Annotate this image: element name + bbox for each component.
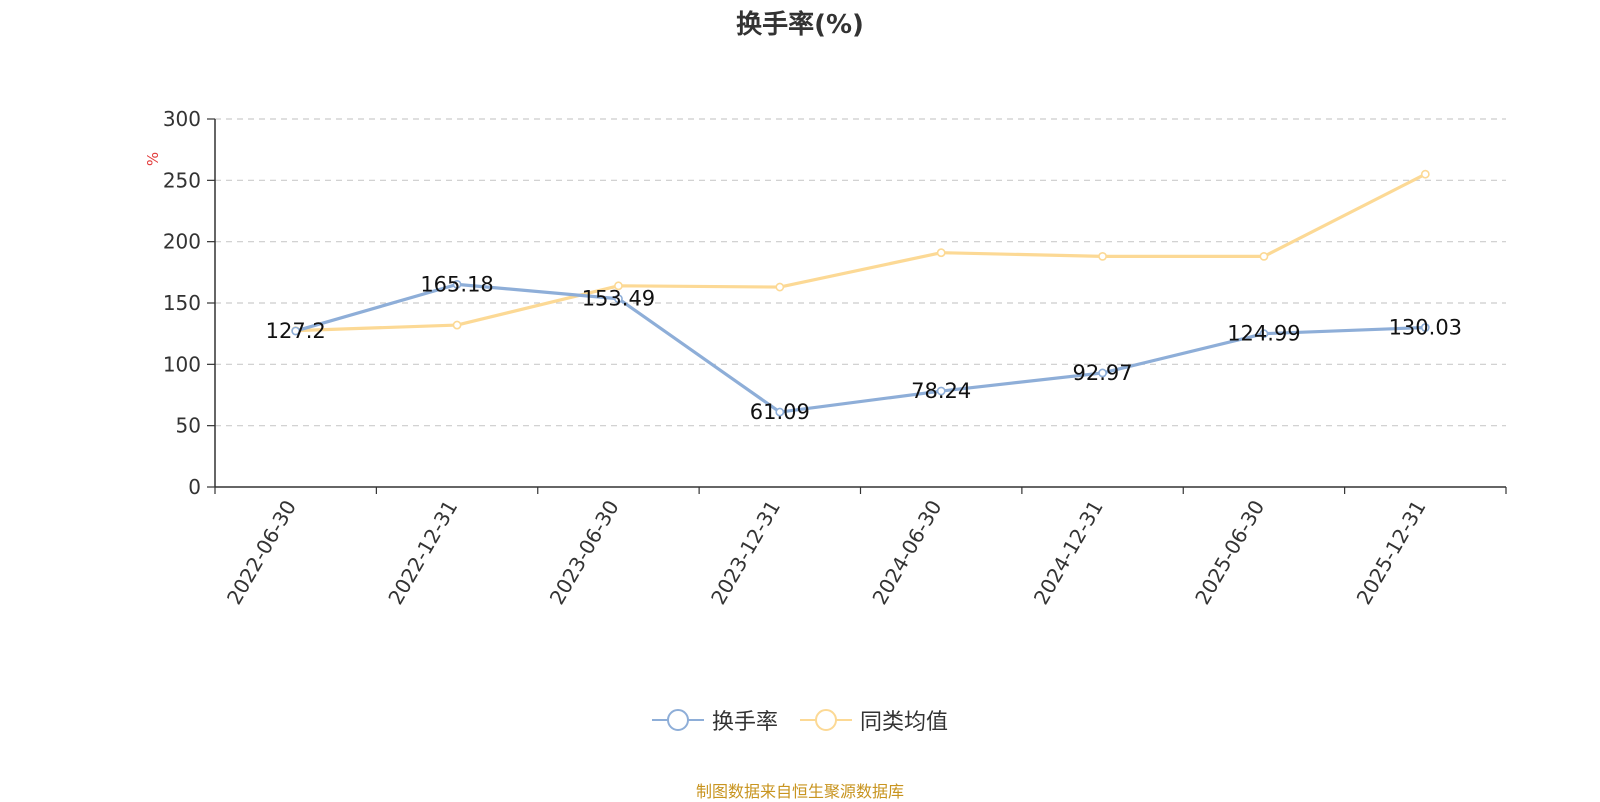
legend-label-peer-average: 同类均值 bbox=[860, 710, 949, 735]
data-point-turnover[interactable] bbox=[452, 279, 462, 289]
y-axis-label: % bbox=[144, 152, 162, 166]
data-point-turnover[interactable] bbox=[1098, 368, 1107, 378]
chart-title: 换手率(%) bbox=[736, 10, 864, 40]
y-tick-label: 300 bbox=[163, 107, 201, 131]
series-line-peer-average bbox=[295, 172, 1427, 333]
data-label-turnover: 153.49 bbox=[582, 287, 655, 311]
data-point-peer-average[interactable] bbox=[1259, 251, 1269, 261]
x-tick-label: 2025-12-31 bbox=[1352, 496, 1431, 609]
legend-swatch-peer-average-icon bbox=[800, 709, 852, 731]
x-tick-label: 2024-12-31 bbox=[1029, 496, 1108, 609]
data-label-turnover: 130.03 bbox=[1389, 315, 1462, 339]
x-tick-label: 2022-06-30 bbox=[222, 496, 301, 609]
legend-item-peer-average[interactable]: 同类均值 bbox=[800, 704, 948, 736]
legend-item-turnover[interactable]: 换手率 bbox=[651, 704, 778, 736]
data-point-turnover[interactable] bbox=[775, 407, 785, 417]
data-label-turnover: 78.24 bbox=[911, 379, 971, 403]
y-tick-label: 50 bbox=[176, 414, 201, 438]
y-tick-label: 0 bbox=[188, 475, 201, 499]
x-tick-label: 2025-06-30 bbox=[1190, 496, 1269, 609]
data-label-turnover: 124.99 bbox=[1227, 322, 1300, 346]
data-label-turnover: 61.09 bbox=[750, 400, 810, 424]
data-point-peer-average[interactable] bbox=[1098, 251, 1107, 261]
data-point-peer-average[interactable] bbox=[775, 282, 785, 292]
y-tick-label: 150 bbox=[163, 291, 201, 315]
legend-label-turnover: 换手率 bbox=[711, 710, 778, 735]
y-tick-label: 250 bbox=[163, 168, 201, 192]
x-tick-label: 2023-06-30 bbox=[545, 496, 624, 609]
x-tick-label: 2024-06-30 bbox=[867, 496, 946, 609]
legend-swatch-turnover-icon bbox=[651, 709, 704, 731]
data-point-peer-average[interactable] bbox=[452, 320, 462, 330]
data-point-peer-average[interactable] bbox=[936, 248, 946, 258]
data-point-turnover[interactable] bbox=[1259, 329, 1269, 339]
data-point-peer-average[interactable] bbox=[614, 281, 623, 291]
series-line-turnover bbox=[295, 282, 1426, 414]
data-point-turnover[interactable] bbox=[291, 326, 301, 336]
data-label-turnover: 165.18 bbox=[420, 272, 493, 296]
data-label-turnover: 127.2 bbox=[266, 319, 326, 343]
data-label-turnover: 92.97 bbox=[1073, 361, 1133, 385]
data-point-turnover[interactable] bbox=[936, 386, 946, 396]
y-tick-label: 100 bbox=[163, 352, 201, 376]
source-note: 制图数据来自恒生聚源数据库 bbox=[695, 782, 904, 801]
data-point-turnover[interactable] bbox=[614, 294, 623, 304]
x-tick-label: 2023-12-31 bbox=[706, 496, 785, 609]
y-tick-label: 200 bbox=[163, 230, 201, 254]
data-point-turnover[interactable] bbox=[1420, 323, 1430, 332]
x-tick-label: 2022-12-31 bbox=[383, 496, 462, 609]
legend: 换手率 同类均值 bbox=[0, 704, 1600, 736]
data-point-peer-average[interactable] bbox=[1420, 169, 1430, 179]
